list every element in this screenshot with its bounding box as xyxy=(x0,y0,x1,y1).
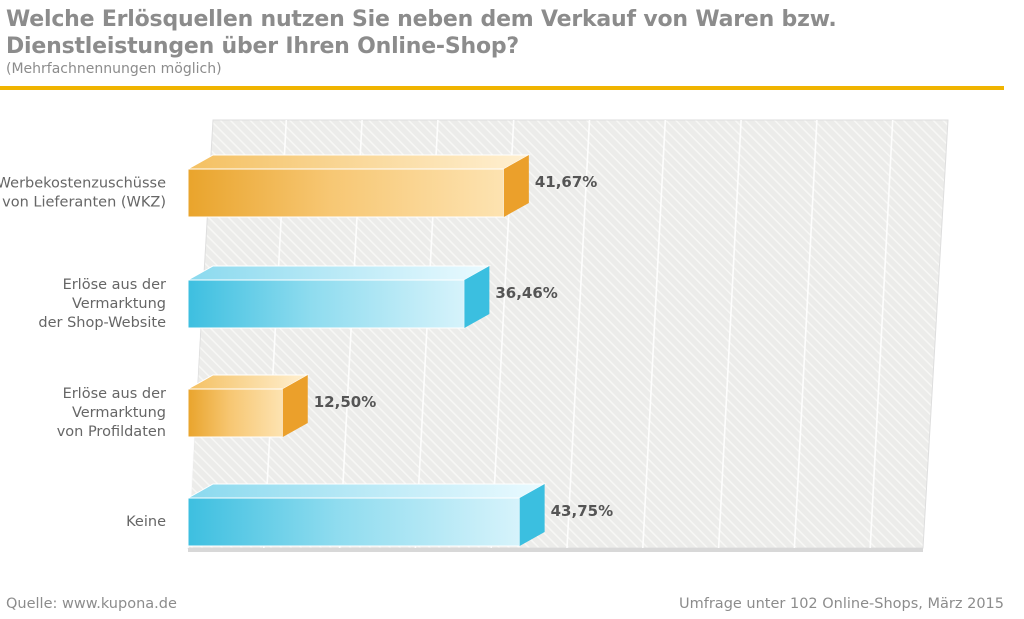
bar-end-face xyxy=(464,266,490,328)
bar-front-face xyxy=(187,168,505,218)
plot-floor-edge xyxy=(188,548,923,552)
bar-4 xyxy=(186,483,547,547)
category-label: Keine xyxy=(126,514,166,530)
category-label: Erlöse aus der Vermarktung von Profildaten xyxy=(57,386,166,440)
bar-top-face xyxy=(186,483,547,499)
gridline xyxy=(793,119,818,549)
value-label: 36,46% xyxy=(495,284,557,302)
value-labels: 41,67% 36,46% 12,50% 43,75% xyxy=(314,173,613,520)
survey-note: Umfrage unter 102 Online-Shops, März 201… xyxy=(679,596,1004,612)
chart-title-line-2: Dienstleistungen über Ihren Online-Shop? xyxy=(6,34,519,59)
category-labels: Werbekostenzuschüsse von Lieferanten (WKZ… xyxy=(0,176,166,531)
category-label: Erlöse aus der Vermarktung der Shop-Websit… xyxy=(38,277,166,331)
chart-title: Welche Erlösquellen nutzen Sie neben dem… xyxy=(6,6,1006,60)
title-divider xyxy=(0,86,1004,90)
value-label: 41,67% xyxy=(535,173,597,191)
gridline xyxy=(869,119,894,549)
bar-front-face xyxy=(187,279,465,329)
value-label: 43,75% xyxy=(551,502,613,520)
chart-subtitle: (Mehrfachnennungen möglich) xyxy=(6,61,222,77)
plot-background xyxy=(187,119,949,552)
bar-top-face xyxy=(186,154,531,170)
bar-top-face xyxy=(186,265,492,281)
value-label: 12,50% xyxy=(314,393,376,411)
bar-front-face xyxy=(187,388,284,438)
source-note: Quelle: www.kupona.de xyxy=(6,596,177,612)
chart-title-line-1: Welche Erlösquellen nutzen Sie neben dem… xyxy=(6,7,837,32)
bars xyxy=(186,154,547,547)
gridline xyxy=(945,119,970,549)
bar-3 xyxy=(186,374,310,438)
bar-2 xyxy=(186,265,492,329)
bar-front-face xyxy=(187,497,521,547)
bar-end-face xyxy=(282,375,308,437)
bar-end-face xyxy=(503,155,529,217)
gridline xyxy=(566,119,591,549)
gridline xyxy=(717,119,742,549)
bar-end-face xyxy=(519,484,545,546)
gridline xyxy=(642,119,667,549)
bar-1 xyxy=(186,154,531,218)
category-label: Werbekostenzuschüsse von Lieferanten (WKZ… xyxy=(0,176,166,211)
